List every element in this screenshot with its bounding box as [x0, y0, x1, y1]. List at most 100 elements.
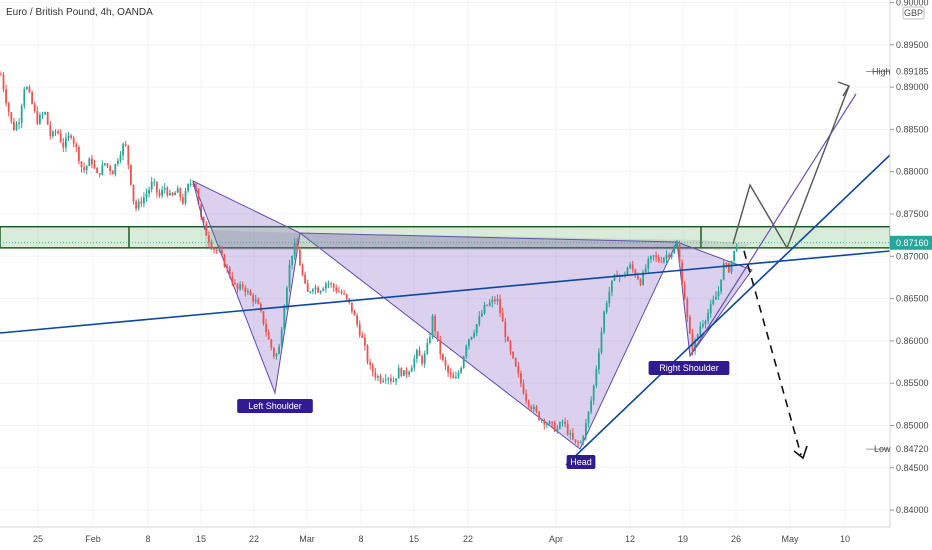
candle-body	[652, 255, 655, 257]
y-tick-label: 0.84000	[896, 505, 929, 515]
candle-body	[7, 103, 10, 113]
candle-body	[522, 383, 525, 394]
candle-body	[278, 346, 280, 354]
candle-body	[18, 123, 20, 125]
candle-body	[605, 303, 608, 312]
candle-body	[163, 187, 166, 190]
candle-body	[345, 294, 348, 299]
candle-body	[595, 369, 598, 386]
candle-body	[59, 133, 62, 143]
candle-body	[634, 269, 637, 276]
candle-body	[462, 356, 465, 369]
x-tick-label: May	[781, 534, 799, 544]
candle-body	[200, 204, 202, 217]
candle-body	[280, 329, 283, 347]
candle-body	[265, 323, 267, 333]
candle-body	[369, 362, 371, 365]
candle-body	[301, 265, 304, 275]
candle-body	[122, 144, 124, 156]
left-shoulder-label-bg	[237, 399, 313, 413]
candle-body	[579, 441, 582, 443]
x-tick-label: 10	[840, 534, 850, 544]
candle-body	[486, 304, 488, 306]
candle-body	[358, 324, 361, 336]
candle-body	[260, 304, 262, 312]
candle-body	[343, 293, 345, 295]
candle-body	[187, 184, 189, 191]
candle-body	[78, 147, 80, 162]
candle-body	[317, 287, 319, 293]
candle-body	[127, 145, 130, 165]
candle-body	[434, 315, 436, 332]
candle-body	[44, 112, 46, 115]
candle-body	[683, 284, 686, 300]
candle-body	[494, 299, 496, 302]
candle-body	[182, 197, 184, 204]
candle-body	[668, 255, 670, 258]
candle-body	[306, 283, 309, 292]
candle-body	[91, 158, 93, 165]
currency-label: GBP	[904, 8, 923, 18]
candle-body	[603, 311, 605, 332]
candle-body	[374, 372, 377, 378]
last-price-badge	[890, 235, 932, 250]
candle-body	[395, 378, 397, 382]
candle-body	[410, 367, 413, 372]
trendline-neck	[0, 250, 891, 334]
candle-body	[670, 253, 673, 258]
bearish-projection	[743, 250, 802, 456]
candle-body	[548, 421, 551, 424]
candle-body	[387, 378, 390, 380]
y-tick-label: 0.86500	[896, 294, 929, 304]
candle-body	[413, 358, 416, 368]
candle-body	[312, 289, 314, 292]
candle-body	[239, 284, 241, 290]
candle-body	[114, 164, 117, 175]
candle-body	[637, 275, 639, 280]
candle-body	[421, 355, 423, 364]
candle-body	[241, 284, 244, 288]
candle-body	[85, 165, 88, 171]
x-tick-label: 26	[731, 534, 741, 544]
candle-body	[520, 373, 522, 384]
right-shoulder-label-bg	[648, 361, 730, 375]
candle-body	[208, 235, 210, 243]
candle-body	[273, 347, 275, 357]
candle-body	[452, 374, 455, 379]
candle-body	[33, 103, 36, 112]
candle-body	[150, 181, 153, 190]
candle-body	[478, 316, 481, 325]
y-tick-label: 0.84500	[896, 463, 929, 473]
high-value: 0.89185	[896, 66, 929, 76]
candle-body	[366, 345, 369, 363]
low-value: 0.84720	[896, 444, 929, 454]
candle-body	[28, 87, 31, 93]
x-tick-label: 12	[625, 534, 635, 544]
candle-body	[436, 331, 439, 341]
head-label-bg	[566, 455, 596, 469]
candle-body	[481, 313, 483, 317]
candle-body	[65, 138, 67, 148]
candle-body	[80, 161, 83, 168]
candle-body	[590, 400, 592, 412]
candle-body	[728, 263, 730, 273]
candle-body	[335, 287, 338, 292]
candle-body	[585, 423, 587, 437]
y-tick-label: 0.89500	[896, 40, 929, 50]
candle-body	[340, 291, 343, 294]
candle-body	[215, 249, 218, 251]
candle-body	[195, 184, 197, 189]
candle-body	[546, 423, 548, 425]
candle-body	[423, 353, 426, 364]
candle-body	[205, 223, 208, 236]
price-axis-bg	[890, 0, 932, 550]
candle-body	[600, 331, 603, 353]
candle-body	[533, 406, 535, 410]
candle-body	[104, 163, 106, 165]
candle-body	[403, 370, 405, 376]
candle-body	[309, 291, 312, 293]
candle-body	[509, 341, 512, 352]
candle-body	[288, 264, 291, 288]
